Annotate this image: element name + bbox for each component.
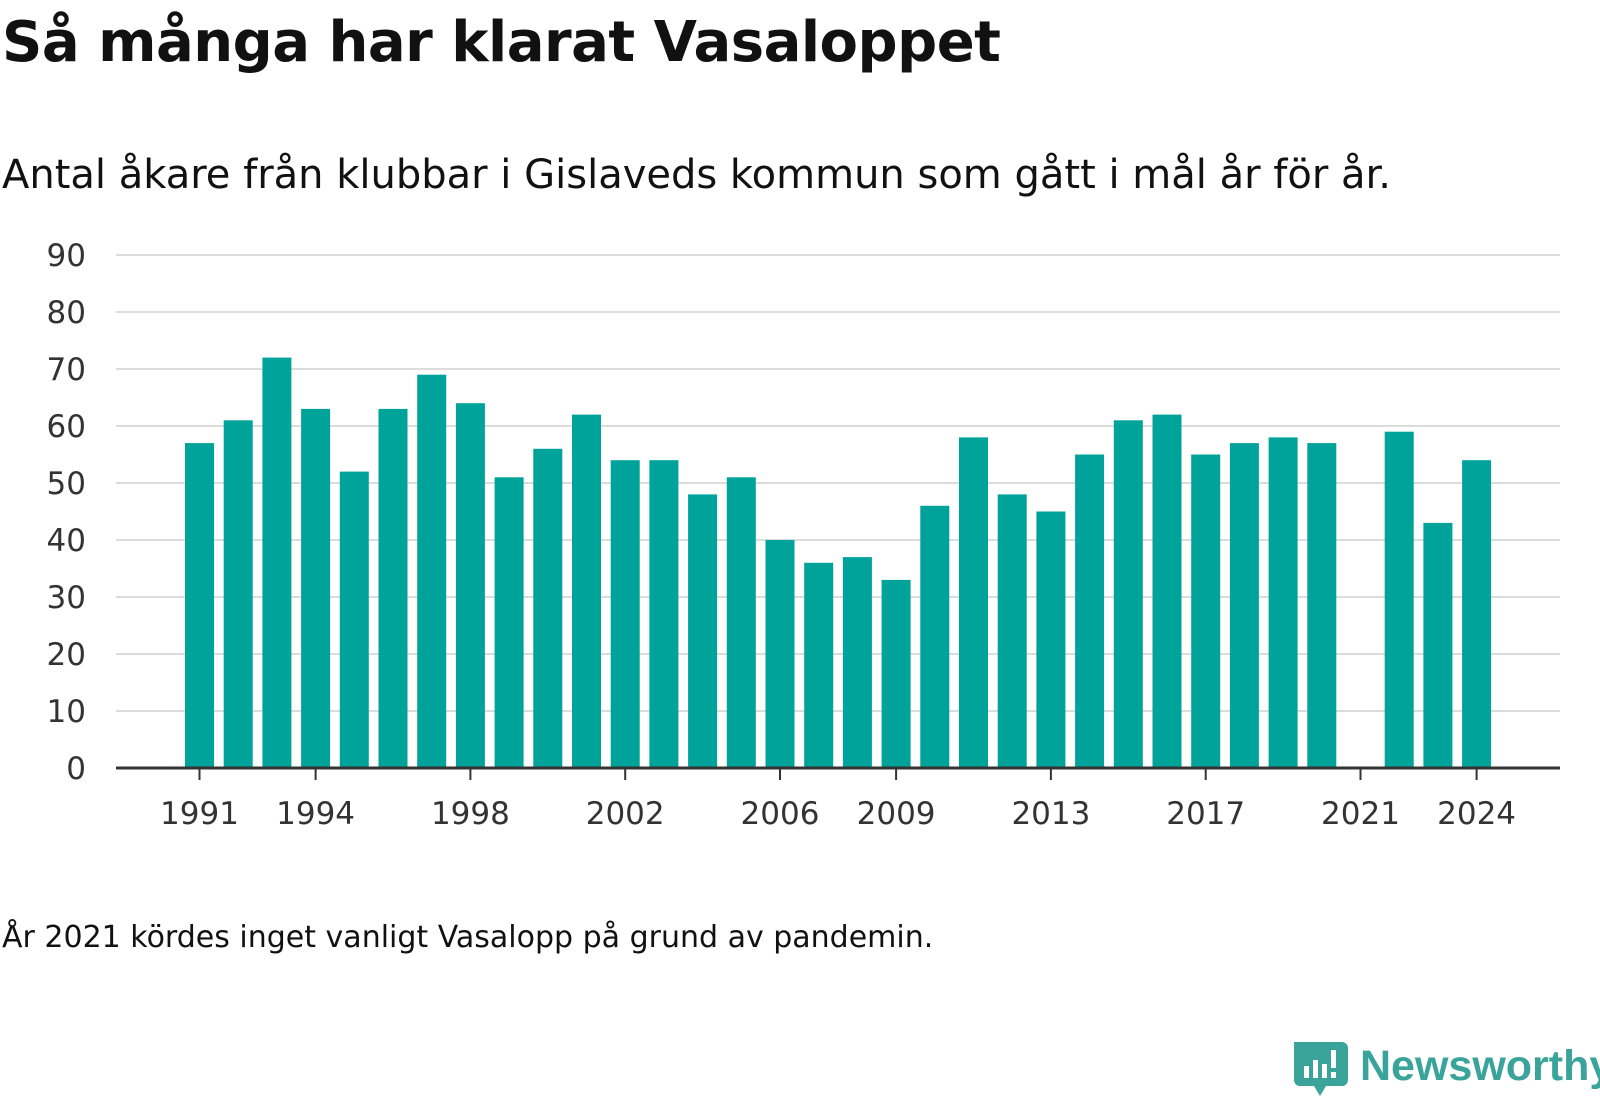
x-tick-label: 2002 xyxy=(586,796,665,832)
bar-2015 xyxy=(1113,420,1143,768)
bar-1996 xyxy=(378,408,408,768)
bar-1993 xyxy=(262,357,292,768)
bar-2011 xyxy=(959,437,988,768)
newsworthy-chat-bar-icon xyxy=(1294,1042,1348,1096)
y-tick-label: 60 xyxy=(47,409,86,445)
bar-2023 xyxy=(1423,522,1453,768)
bar-1998 xyxy=(455,403,485,768)
chart-subtitle: Antal åkare från klubbar i Gislaveds kom… xyxy=(2,152,1391,198)
logo-text: Newsworthy xyxy=(1360,1042,1600,1090)
bar-2003 xyxy=(649,460,679,768)
bar-1994 xyxy=(301,408,331,768)
x-tick-label: 2013 xyxy=(1011,796,1090,832)
y-tick-label: 80 xyxy=(47,295,86,331)
bar-2007 xyxy=(804,562,834,768)
y-tick-label: 20 xyxy=(47,637,86,673)
y-tick-label: 0 xyxy=(66,751,86,787)
bar-1991 xyxy=(185,443,214,768)
bar-2016 xyxy=(1152,414,1182,768)
y-tick-label: 10 xyxy=(47,694,86,730)
x-tick-label: 1991 xyxy=(160,796,239,832)
y-tick-label: 30 xyxy=(47,580,86,616)
bar-2010 xyxy=(920,505,950,768)
x-tick-label: 2006 xyxy=(741,796,820,832)
x-axis: 1991 1994 1998 2002 2006 2009 2013 2017 2021 2024 xyxy=(116,766,1560,832)
bar-2004 xyxy=(688,494,718,768)
bar-2013 xyxy=(1036,511,1066,768)
bar-1992 xyxy=(223,420,253,768)
bar-2012 xyxy=(997,494,1027,768)
bar-1995 xyxy=(339,471,369,768)
bar-2022 xyxy=(1384,431,1414,768)
bar-2017 xyxy=(1191,454,1221,768)
x-tick-label: 1994 xyxy=(276,796,355,832)
bar-2002 xyxy=(610,460,640,768)
bars xyxy=(185,357,1492,768)
bar-2006 xyxy=(765,540,795,768)
gridlines xyxy=(116,254,1560,712)
newsworthy-logo[interactable]: Newsworthy xyxy=(1290,1040,1600,1100)
x-tick-label: 2021 xyxy=(1321,796,1400,832)
bar-2008 xyxy=(842,557,872,768)
x-tick-label: 1998 xyxy=(431,796,510,832)
bar-2018 xyxy=(1229,443,1259,768)
y-axis-ticks: 0 10 20 30 40 50 60 70 80 90 xyxy=(47,238,86,787)
bar-2014 xyxy=(1075,454,1105,768)
footnote: År 2021 kördes inget vanligt Vasalopp på… xyxy=(2,920,934,955)
y-tick-label: 40 xyxy=(47,523,86,559)
x-tick-label: 2024 xyxy=(1437,796,1516,832)
bar-2001 xyxy=(572,414,601,768)
y-tick-label: 90 xyxy=(47,238,86,274)
bar-1997 xyxy=(417,374,447,768)
bar-2020 xyxy=(1307,443,1337,768)
x-tick-label: 2009 xyxy=(857,796,936,832)
y-tick-label: 70 xyxy=(47,352,86,388)
x-tick-label: 2017 xyxy=(1166,796,1245,832)
chart-title: Så många har klarat Vasaloppet xyxy=(2,10,1001,75)
bar-chart: 0 10 20 30 40 50 60 70 80 90 1991 1994 1998 2002 2006… xyxy=(47,238,1560,832)
y-tick-label: 50 xyxy=(47,466,86,502)
bar-2024 xyxy=(1462,460,1492,768)
bar-2019 xyxy=(1268,437,1298,768)
bar-2009 xyxy=(881,579,911,768)
bar-2000 xyxy=(533,448,563,768)
bar-1999 xyxy=(494,477,524,768)
bar-2005 xyxy=(726,477,756,768)
